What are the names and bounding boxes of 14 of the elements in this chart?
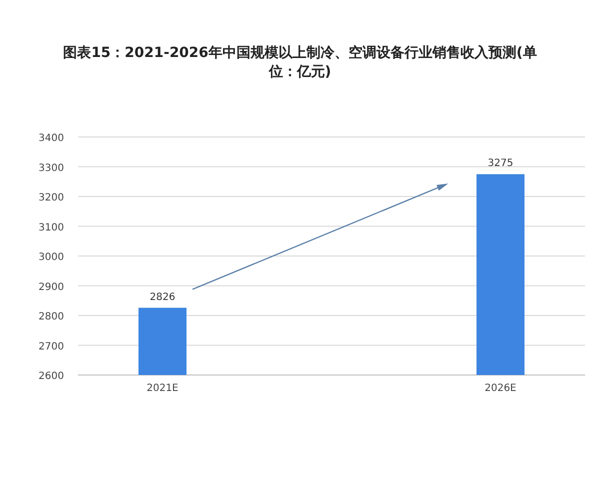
y-tick-label: 3000: [38, 252, 64, 263]
data-label: 3275: [488, 158, 514, 170]
x-tick-label: 2026E: [484, 383, 516, 394]
y-tick-label: 3300: [38, 162, 64, 174]
chart-title: 图表15：2021-2026年中国规模以上制冷、空调设备行业销售收入预测(单位：亿元): [62, 44, 538, 82]
x-tick-label: 2021E: [146, 383, 178, 394]
y-tick-label: 3400: [38, 133, 64, 144]
y-tick-label: 3100: [38, 222, 64, 234]
y-tick-label: 2700: [38, 341, 64, 352]
data-label: 2826: [150, 292, 176, 303]
y-tick-label: 2600: [38, 371, 64, 382]
y-tick-label: 2900: [38, 282, 64, 293]
y-tick-label: 2800: [38, 312, 64, 322]
y-tick-label: 3200: [38, 192, 64, 204]
